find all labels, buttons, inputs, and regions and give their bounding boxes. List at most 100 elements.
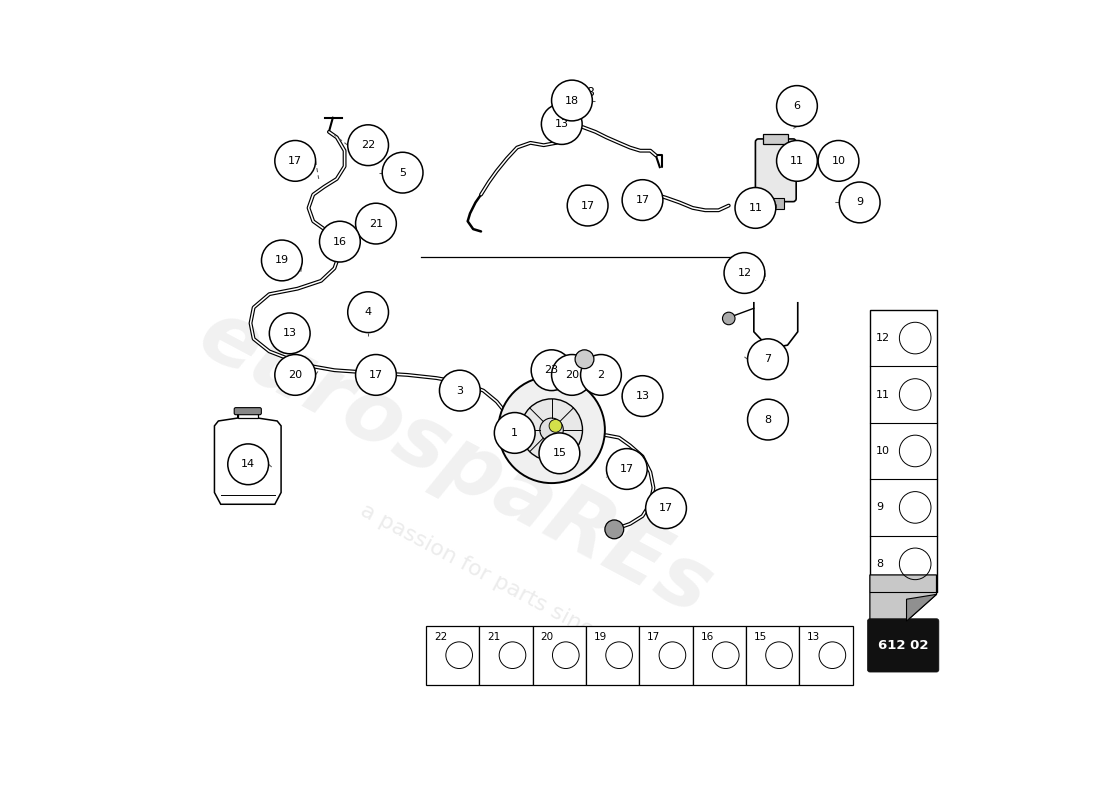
Text: 11: 11 (790, 156, 804, 166)
Text: 18: 18 (580, 86, 596, 99)
Circle shape (262, 240, 303, 281)
Text: 11: 11 (748, 203, 762, 213)
Circle shape (275, 141, 316, 182)
Text: 15: 15 (552, 448, 567, 458)
Polygon shape (870, 575, 936, 621)
Text: 13: 13 (283, 328, 297, 338)
Text: 19: 19 (275, 255, 289, 266)
Text: 14: 14 (241, 459, 255, 470)
Circle shape (551, 354, 592, 395)
Text: 17: 17 (288, 156, 302, 166)
Text: 17: 17 (647, 632, 660, 642)
Polygon shape (214, 411, 282, 504)
Text: 20: 20 (540, 632, 553, 642)
Circle shape (568, 185, 608, 226)
Text: 17: 17 (619, 464, 634, 474)
Bar (870, 310, 936, 592)
Circle shape (581, 354, 622, 395)
Text: 13: 13 (807, 632, 821, 642)
Text: 17: 17 (368, 370, 383, 380)
Circle shape (494, 413, 535, 454)
Circle shape (348, 125, 388, 166)
Circle shape (735, 187, 776, 228)
Text: 3: 3 (456, 386, 463, 395)
Bar (639, 626, 693, 685)
FancyBboxPatch shape (868, 618, 939, 672)
Text: 5: 5 (415, 165, 424, 178)
Circle shape (748, 339, 789, 380)
Circle shape (539, 433, 580, 474)
Bar (426, 626, 480, 685)
Circle shape (623, 180, 663, 221)
Circle shape (520, 399, 583, 461)
Text: 18: 18 (565, 95, 579, 106)
Circle shape (355, 354, 396, 395)
Circle shape (228, 444, 268, 485)
Text: 12: 12 (876, 333, 890, 343)
Text: 20: 20 (288, 370, 302, 380)
Text: 5: 5 (399, 168, 406, 178)
Text: 2: 2 (606, 364, 614, 377)
Circle shape (540, 418, 563, 442)
Text: eurospaREs: eurospaREs (185, 293, 726, 633)
Circle shape (748, 399, 789, 440)
Text: 7: 7 (764, 354, 771, 364)
Circle shape (531, 350, 572, 390)
Bar (586, 626, 639, 685)
Circle shape (606, 449, 647, 490)
Text: 12: 12 (737, 268, 751, 278)
Text: 10: 10 (832, 156, 846, 166)
Circle shape (549, 419, 562, 432)
Text: 8: 8 (773, 408, 781, 421)
Text: 11: 11 (876, 390, 890, 399)
Text: 17: 17 (636, 195, 650, 205)
Circle shape (777, 141, 817, 182)
Circle shape (319, 222, 361, 262)
Bar (746, 626, 800, 685)
Text: 2: 2 (597, 370, 605, 380)
Circle shape (440, 370, 481, 411)
Bar (238, 411, 257, 418)
Circle shape (348, 292, 388, 333)
Text: 17: 17 (581, 201, 595, 210)
Text: 6: 6 (802, 94, 811, 107)
Circle shape (355, 203, 396, 244)
Bar (693, 626, 746, 685)
Text: 612 02: 612 02 (878, 639, 928, 652)
Bar (532, 626, 586, 685)
Bar (763, 134, 789, 144)
Circle shape (623, 376, 663, 417)
Text: 1: 1 (512, 428, 518, 438)
Circle shape (541, 104, 582, 145)
Text: 21: 21 (368, 218, 383, 229)
Text: 1: 1 (520, 429, 528, 442)
Circle shape (575, 350, 594, 369)
Text: 8: 8 (764, 414, 771, 425)
Text: 19: 19 (594, 632, 607, 642)
Bar (768, 198, 783, 209)
Text: 4: 4 (379, 303, 387, 316)
Text: 9: 9 (856, 198, 864, 207)
Text: 7: 7 (773, 348, 781, 361)
Text: 22: 22 (434, 632, 448, 642)
Polygon shape (906, 594, 936, 621)
Circle shape (818, 141, 859, 182)
Text: 13: 13 (636, 391, 649, 401)
Text: 9: 9 (876, 502, 883, 513)
Circle shape (724, 253, 764, 294)
Circle shape (270, 313, 310, 354)
Circle shape (275, 354, 316, 395)
Circle shape (646, 488, 686, 529)
Text: 22: 22 (361, 140, 375, 150)
Circle shape (498, 377, 605, 483)
Text: 23: 23 (557, 358, 572, 371)
Text: 16: 16 (701, 632, 714, 642)
Text: 8: 8 (876, 559, 883, 569)
Text: 10: 10 (876, 446, 890, 456)
Text: 6: 6 (793, 101, 801, 111)
Text: 17: 17 (659, 503, 673, 513)
FancyBboxPatch shape (756, 139, 796, 202)
FancyBboxPatch shape (234, 408, 262, 414)
Bar (480, 626, 532, 685)
Text: OIL: OIL (233, 456, 262, 470)
